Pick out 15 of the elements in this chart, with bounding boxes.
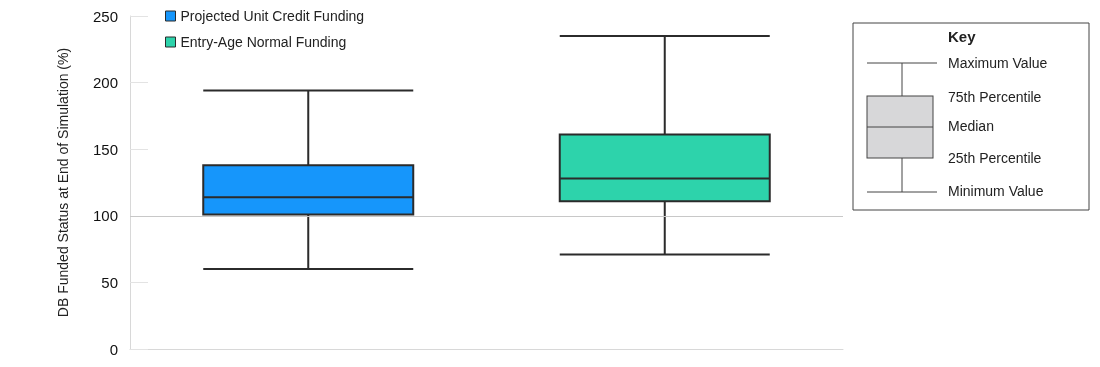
- text: Maximum Value: [948, 55, 1048, 71]
- y-axis-title: DB Funded Status at End of Simulation (%): [55, 47, 71, 318]
- legend-label: Projected Unit Credit Funding: [180, 8, 365, 24]
- y-tick-label: 200: [92, 74, 118, 92]
- y-tick-label: 250: [92, 7, 118, 25]
- text: 25th Percentile: [948, 150, 1042, 166]
- text: Key: [948, 27, 977, 45]
- legend-label: Entry-Age Normal Funding: [180, 34, 347, 50]
- y-tick-label: 0: [109, 340, 118, 358]
- text: 75th Percentile: [948, 89, 1042, 105]
- text: Minimum Value: [948, 183, 1044, 199]
- y-tick-label: 50: [101, 273, 118, 291]
- text: Median: [948, 118, 994, 134]
- y-tick-label: 150: [92, 140, 118, 158]
- y-tick-label: 100: [92, 207, 118, 225]
